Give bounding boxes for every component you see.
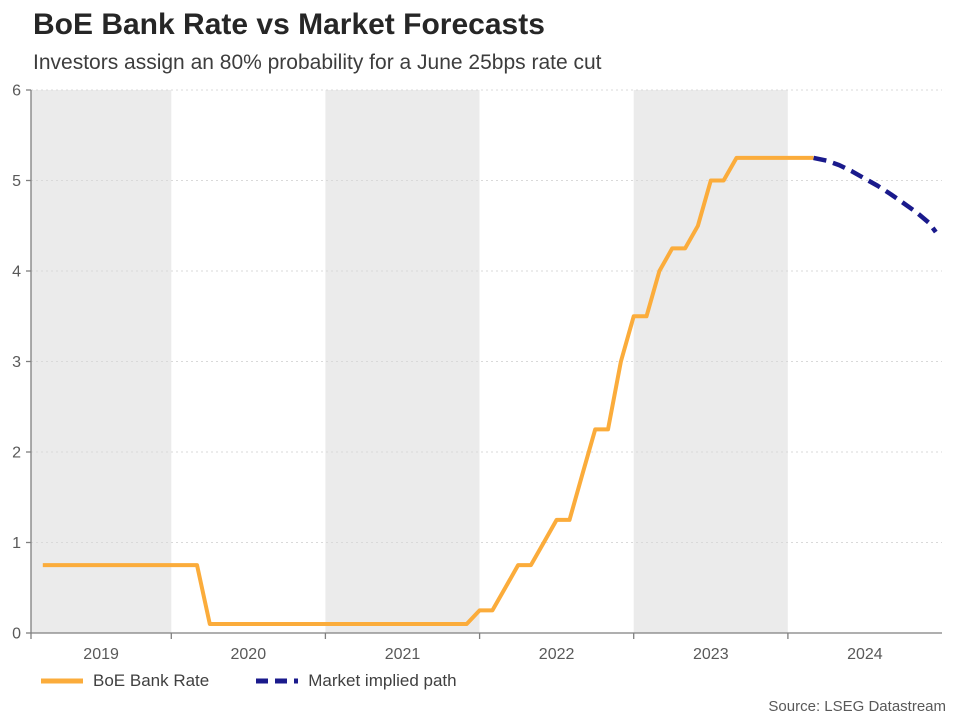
y-tick-label: 3 [12,354,21,371]
y-tick-label: 0 [12,626,21,643]
legend-item-boe-bank-rate: BoE Bank Rate [40,671,209,691]
legend-label: BoE Bank Rate [93,671,210,690]
x-tick-label: 2021 [385,646,421,663]
x-tick-label: 2024 [847,646,883,663]
chart-title: BoE Bank Rate vs Market Forecasts [33,8,545,41]
y-tick-label: 1 [12,535,21,552]
y-tick-label: 2 [12,445,21,462]
series-line-market-implied-path [813,155,938,234]
series-line-boe-bank-rate [42,155,814,626]
dashed-line-icon [256,678,299,684]
chart-subtitle: Investors assign an 80% probability for … [33,51,602,74]
y-tick-label: 5 [12,173,21,190]
x-tick-label: 2023 [693,646,729,663]
y-tick-label: 6 [12,83,21,100]
legend: BoE Bank Rate Market implied path [40,671,457,691]
x-tick-label: 2020 [231,646,267,663]
y-tick-label: 4 [12,264,21,281]
x-tick-label: 2022 [539,646,575,663]
solid-line-icon [41,678,83,684]
x-tick-label: 2019 [83,646,119,663]
source-credit: Source: LSEG Datastream [768,698,946,715]
legend-item-market-implied-path: Market implied path [255,671,457,691]
legend-label: Market implied path [308,671,457,690]
